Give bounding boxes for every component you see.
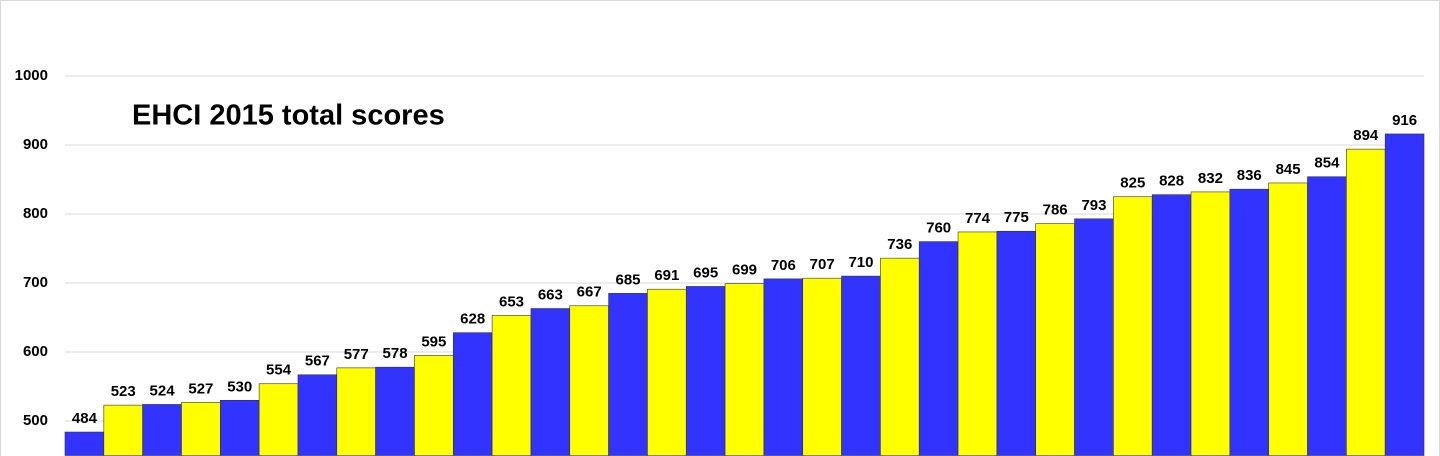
bar	[802, 277, 842, 456]
data-label: 845	[1276, 161, 1301, 178]
data-label: 825	[1120, 175, 1145, 192]
y-tick-label: 800	[23, 205, 48, 222]
data-label: 523	[111, 383, 136, 400]
data-label: 736	[887, 236, 912, 253]
bar	[569, 305, 609, 456]
data-label: 774	[965, 210, 991, 227]
bar	[414, 355, 454, 456]
data-label: 695	[693, 264, 718, 281]
y-tick-label: 700	[23, 274, 48, 291]
bar	[375, 366, 415, 456]
bar	[220, 399, 260, 456]
data-label: 524	[150, 382, 176, 399]
bar	[336, 367, 376, 456]
data-label: 484	[72, 410, 98, 427]
data-label: 577	[344, 346, 369, 363]
bar	[452, 332, 493, 456]
bar	[103, 404, 143, 456]
data-label: 854	[1314, 155, 1340, 172]
data-label: 836	[1237, 167, 1262, 184]
y-tick-label: 1000	[15, 67, 48, 84]
data-label: 786	[1043, 202, 1068, 219]
bar	[685, 286, 726, 456]
data-label: 691	[654, 267, 679, 284]
bar	[1346, 148, 1386, 456]
y-tick-label: 900	[23, 136, 48, 153]
data-label: 710	[848, 254, 873, 271]
data-label: 706	[771, 257, 796, 274]
data-label: 760	[926, 220, 951, 237]
bar	[297, 374, 338, 456]
bar	[1384, 133, 1425, 456]
bar	[530, 308, 571, 456]
bar	[1190, 191, 1231, 456]
y-tick-label: 600	[23, 343, 48, 360]
bar	[996, 230, 1037, 456]
bar	[1268, 182, 1308, 456]
data-label: 663	[538, 286, 563, 303]
bar	[724, 283, 765, 456]
chart-title: EHCI 2015 total scores	[132, 100, 445, 132]
data-label: 685	[615, 271, 640, 288]
bar	[647, 288, 687, 456]
bar	[64, 431, 105, 456]
bar	[880, 257, 920, 456]
data-label: 793	[1081, 197, 1106, 214]
bar	[1035, 223, 1075, 456]
data-label: 554	[266, 362, 292, 379]
bar	[1151, 194, 1192, 456]
data-label: 699	[732, 262, 757, 279]
data-label: 667	[577, 284, 602, 301]
data-label: 628	[460, 311, 485, 328]
data-label: 578	[383, 345, 408, 362]
bar	[608, 293, 648, 456]
data-label: 894	[1353, 127, 1379, 144]
data-label: 832	[1198, 170, 1223, 187]
data-label: 775	[1004, 209, 1029, 226]
data-label: 653	[499, 293, 524, 310]
bar	[1307, 176, 1347, 456]
bar	[491, 315, 532, 456]
data-label: 567	[305, 353, 330, 370]
y-tick-label: 500	[23, 412, 48, 429]
bar	[258, 383, 299, 456]
bar	[918, 241, 959, 456]
bar	[1113, 196, 1153, 456]
bar	[957, 231, 998, 456]
bar	[763, 278, 804, 456]
bar	[1229, 188, 1269, 456]
data-label: 527	[188, 380, 213, 397]
data-label: 916	[1392, 112, 1417, 129]
data-label: 828	[1159, 173, 1184, 190]
bar	[181, 402, 221, 456]
data-label: 707	[810, 256, 835, 273]
bar	[142, 404, 182, 456]
bar	[1074, 218, 1114, 456]
data-label: 595	[421, 333, 446, 350]
data-label: 530	[227, 378, 252, 395]
bar	[841, 275, 881, 456]
